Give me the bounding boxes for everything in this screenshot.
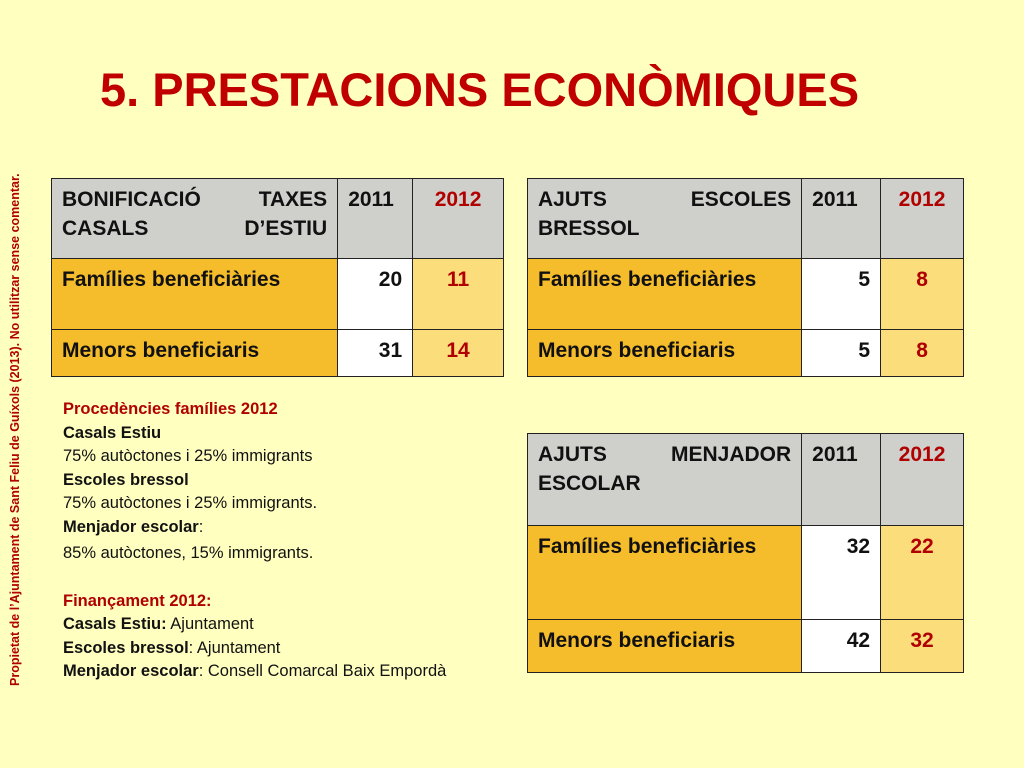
funding-menjador-value: : Consell Comarcal Baix Empordà (198, 662, 447, 680)
page-title: 5. PRESTACIONS ECONÒMIQUES (100, 63, 860, 116)
table-row: Menors beneficiaris 42 32 (526, 619, 964, 673)
bressol-value: 75% autòctones i 25% immigrants. (63, 494, 318, 512)
row-label: Menors beneficiaris (526, 329, 803, 377)
row-label: Menors beneficiaris (50, 329, 339, 377)
value-2012: 8 (880, 258, 964, 330)
table-row: Famílies beneficiàries 20 11 (50, 258, 504, 330)
funding-casals-label: Casals Estiu: (63, 615, 167, 633)
menjador-label: Menjador escolar (63, 517, 199, 536)
table-header-label: AJUTS MENJADOR ESCOLAR (526, 433, 803, 526)
value-2012: 8 (880, 329, 964, 377)
column-header-2011: 2011 (337, 178, 414, 259)
table-row: Menors beneficiaris 5 8 (526, 329, 964, 377)
column-header-2012: 2012 (412, 178, 504, 259)
funding-bressol-value: : Ajuntament (188, 638, 281, 657)
funding-casals-value: Ajuntament (166, 615, 254, 633)
column-header-2012: 2012 (880, 433, 964, 526)
table-row: Famílies beneficiàries 32 22 (526, 525, 964, 620)
table-escoles-bressol: AJUTS ESCOLES BRESSOL 2011 2012 Famílies… (526, 178, 964, 377)
column-header-2011: 2011 (801, 433, 882, 526)
origin-heading: Procedències famílies 2012 (63, 400, 278, 418)
table-casals-estiu: BONIFICACIÓ TAXES CASALS D’ESTIU 2011 20… (50, 178, 504, 377)
row-label: Famílies beneficiàries (50, 258, 339, 330)
table-header-label: BONIFICACIÓ TAXES CASALS D’ESTIU (50, 178, 339, 259)
column-header-2011: 2011 (801, 178, 882, 259)
table-header-row: AJUTS ESCOLES BRESSOL 2011 2012 (526, 178, 964, 259)
menjador-value: 85% autòctones, 15% immigrants. (63, 544, 314, 562)
funding-heading: Finançament 2012: (63, 591, 212, 610)
value-2011: 5 (801, 329, 882, 377)
casals-label: Casals Estiu (63, 423, 162, 442)
value-2011: 31 (337, 329, 414, 377)
casals-value: 75% autòctones i 25% immigrants (63, 447, 313, 465)
row-label: Famílies beneficiàries (526, 525, 803, 620)
value-2011: 5 (801, 258, 882, 330)
table-header-row: AJUTS MENJADOR ESCOLAR 2011 2012 (526, 433, 964, 526)
table-row: Famílies beneficiàries 5 8 (526, 258, 964, 330)
table-header-label: AJUTS ESCOLES BRESSOL (526, 178, 803, 259)
notes-block: Procedències famílies 2012 Casals Estiu … (63, 398, 463, 684)
table-menjador-escolar: AJUTS MENJADOR ESCOLAR 2011 2012 Famílie… (526, 433, 964, 673)
spacer (63, 566, 463, 590)
funding-bressol-label: Escoles bressol (63, 638, 189, 657)
bressol-label: Escoles bressol (63, 470, 189, 489)
value-2012: 14 (412, 329, 504, 377)
value-2011: 42 (801, 619, 882, 673)
table-header-row: BONIFICACIÓ TAXES CASALS D’ESTIU 2011 20… (50, 178, 504, 259)
value-2012: 32 (880, 619, 964, 673)
value-2011: 32 (801, 525, 882, 620)
row-label: Menors beneficiaris (526, 619, 803, 673)
value-2011: 20 (337, 258, 414, 330)
value-2012: 11 (412, 258, 504, 330)
column-header-2012: 2012 (880, 178, 964, 259)
value-2012: 22 (880, 525, 964, 620)
funding-menjador-label: Menjador escolar (63, 662, 199, 680)
row-label: Famílies beneficiàries (526, 258, 803, 330)
table-row: Menors beneficiaris 31 14 (50, 329, 504, 377)
copyright-side-note: Propietat de l’Ajuntament de Sant Feliu … (8, 173, 22, 686)
menjador-colon: : (198, 517, 204, 536)
